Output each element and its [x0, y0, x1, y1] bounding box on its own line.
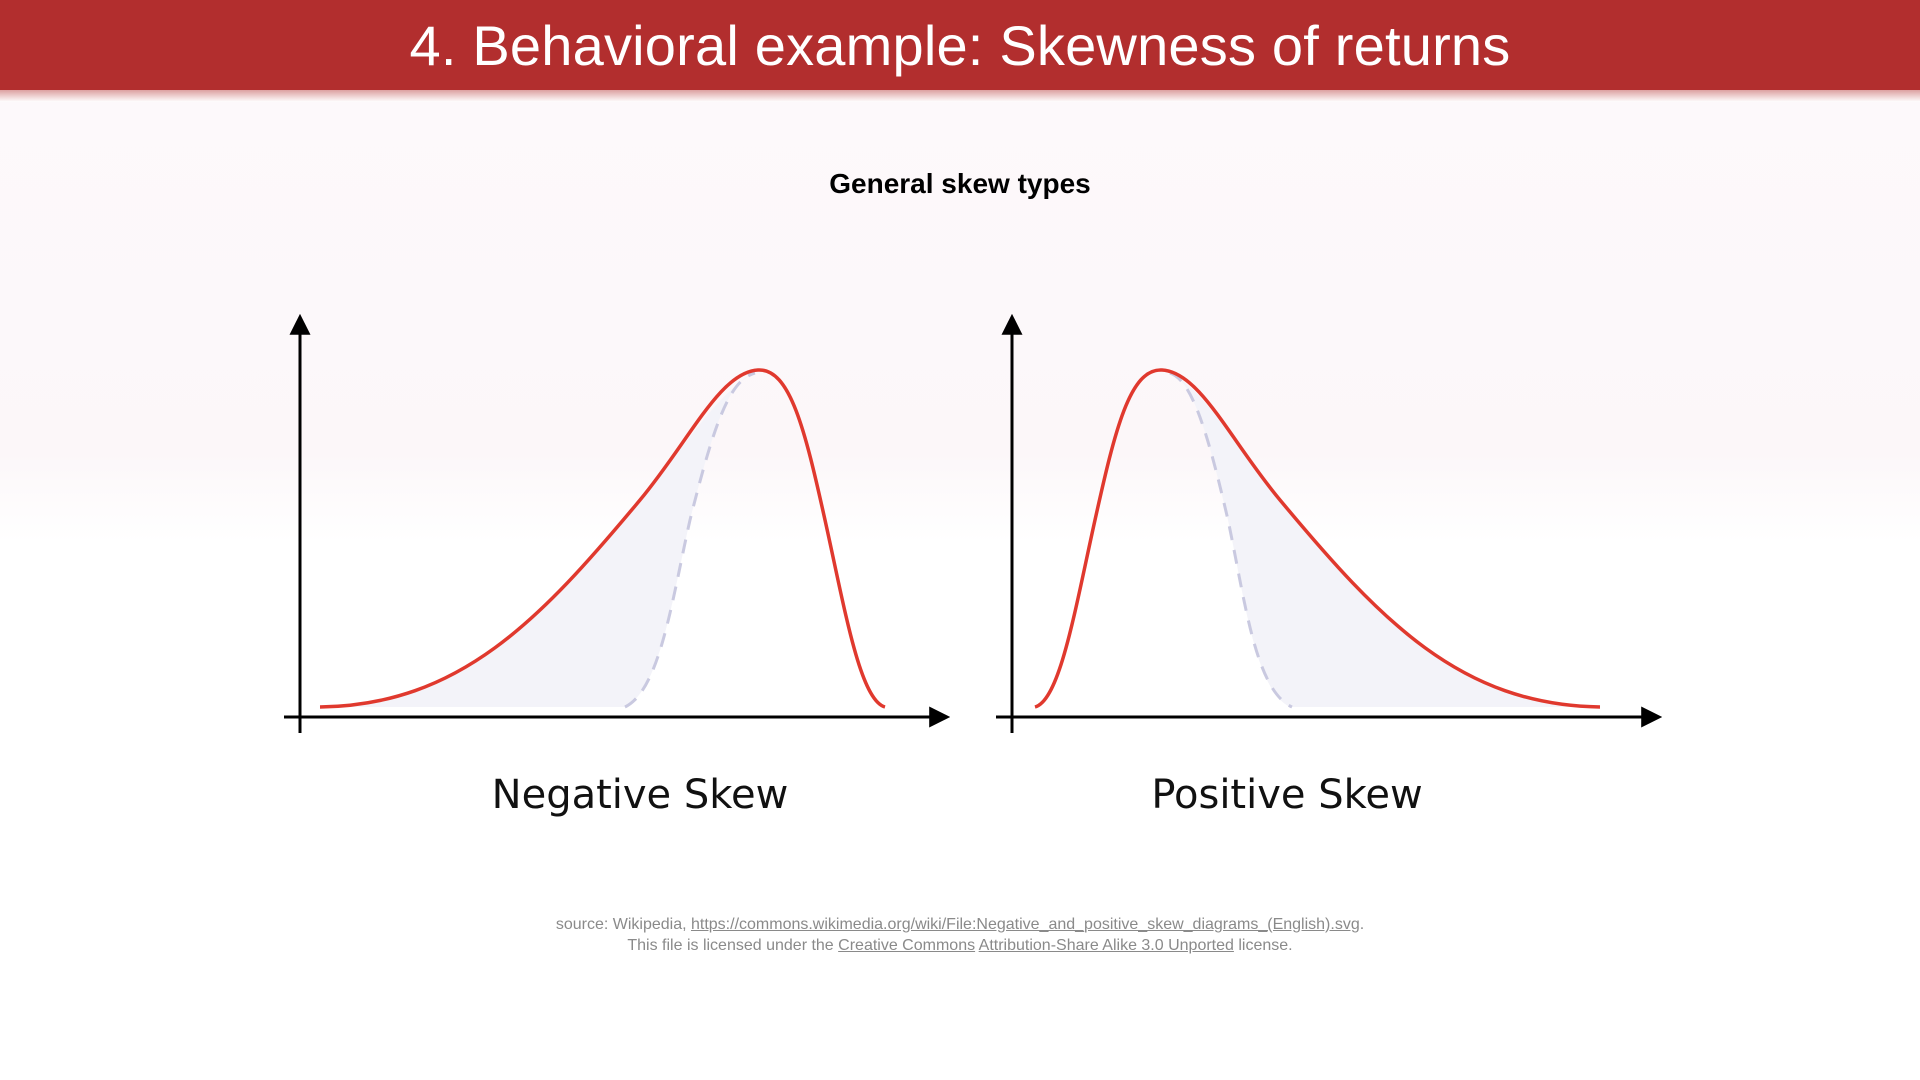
positive-skew-fill — [1170, 373, 1600, 707]
diagram-subtitle: General skew types — [829, 168, 1091, 199]
negative-skew-curve — [319, 368, 886, 709]
creative-commons-link[interactable]: Creative Commons — [838, 937, 976, 954]
positive-skew-panel — [996, 313, 1663, 733]
source-line: source: Wikipedia, https://commons.wikim… — [0, 914, 1920, 935]
negative-normal-dashed-curve — [624, 371, 756, 709]
license-name-link[interactable]: Attribution-Share Alike 3.0 Unported — [978, 937, 1234, 954]
positive-normal-dashed-curve — [1169, 371, 1293, 709]
positive-skew-label: Positive Skew — [1151, 772, 1423, 818]
positive-skew-curve — [1034, 368, 1601, 709]
negative-skew-fill — [320, 373, 755, 707]
diagram-background — [0, 102, 1920, 542]
title-bar: 4. Behavioral example: Skewness of retur… — [0, 0, 1920, 102]
license-suffix: license. — [1233, 937, 1293, 954]
negative-skew-label: Negative Skew — [491, 772, 789, 818]
source-url-link[interactable]: https://commons.wikimedia.org/wiki/File:… — [690, 916, 1360, 933]
slide-title: 4. Behavioral example: Skewness of retur… — [409, 13, 1511, 77]
source-url-punct: . — [1359, 916, 1365, 933]
negative-skew-panel — [284, 313, 951, 733]
source-citation: source: Wikipedia, https://commons.wikim… — [0, 914, 1920, 956]
license-prefix: This file is licensed under the — [627, 937, 839, 954]
license-line: This file is licensed under the Creative… — [0, 935, 1920, 956]
source-prefix: source: Wikipedia, — [555, 916, 691, 933]
